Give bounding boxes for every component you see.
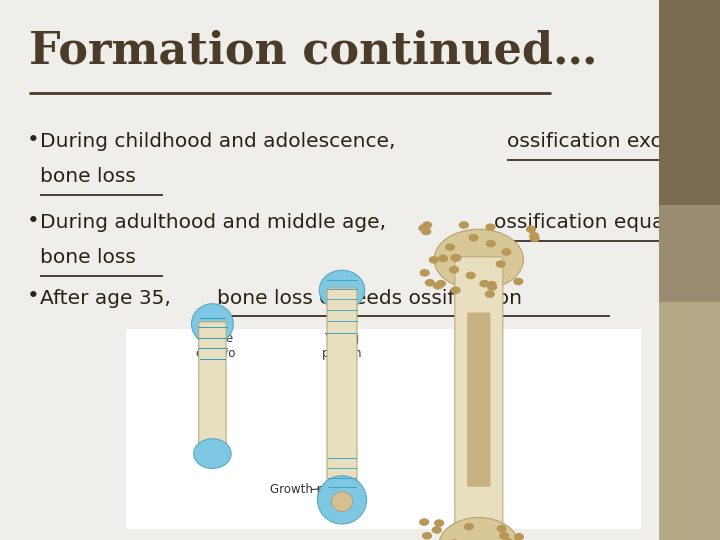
- Circle shape: [420, 269, 430, 276]
- Ellipse shape: [194, 438, 231, 468]
- Circle shape: [526, 226, 536, 233]
- Circle shape: [434, 519, 444, 527]
- Circle shape: [433, 282, 443, 289]
- FancyBboxPatch shape: [455, 257, 503, 530]
- Text: bone loss: bone loss: [40, 167, 135, 186]
- Ellipse shape: [331, 492, 353, 511]
- Circle shape: [418, 224, 428, 232]
- Text: In the
embyo: In the embyo: [196, 332, 236, 360]
- Text: Adult: Adult: [464, 332, 494, 345]
- Ellipse shape: [192, 303, 233, 345]
- Text: bone loss exceeds ossification: bone loss exceeds ossification: [217, 289, 522, 308]
- Circle shape: [513, 278, 523, 285]
- Circle shape: [449, 539, 459, 540]
- Circle shape: [464, 523, 474, 530]
- Text: •: •: [27, 286, 40, 306]
- FancyBboxPatch shape: [467, 313, 490, 487]
- Ellipse shape: [318, 476, 366, 524]
- Circle shape: [501, 248, 511, 256]
- Circle shape: [480, 280, 490, 287]
- Circle shape: [529, 232, 539, 240]
- Circle shape: [428, 256, 439, 264]
- Circle shape: [485, 224, 495, 231]
- Text: After age 35,: After age 35,: [40, 289, 177, 308]
- Circle shape: [514, 533, 524, 540]
- Circle shape: [485, 291, 495, 298]
- Circle shape: [419, 518, 429, 526]
- FancyBboxPatch shape: [199, 322, 226, 445]
- Text: ossification exceeds: ossification exceeds: [507, 132, 709, 151]
- Text: During childhood and adolescence,: During childhood and adolescence,: [40, 132, 402, 151]
- Ellipse shape: [438, 517, 519, 540]
- Circle shape: [438, 254, 448, 262]
- Bar: [126, 329, 641, 529]
- Ellipse shape: [434, 229, 523, 290]
- Circle shape: [449, 266, 459, 274]
- Circle shape: [486, 240, 496, 247]
- Circle shape: [487, 283, 498, 291]
- Circle shape: [436, 280, 446, 287]
- Text: •: •: [27, 130, 40, 150]
- Text: bone loss: bone loss: [40, 248, 135, 267]
- Circle shape: [469, 234, 479, 241]
- Circle shape: [422, 221, 432, 229]
- Circle shape: [466, 272, 476, 279]
- Circle shape: [445, 243, 455, 251]
- Text: During adulthood and middle age,: During adulthood and middle age,: [40, 213, 392, 232]
- Circle shape: [422, 532, 432, 539]
- Text: Growth plate: Growth plate: [270, 483, 347, 496]
- Text: •: •: [27, 211, 40, 231]
- Circle shape: [495, 260, 506, 268]
- Circle shape: [421, 228, 431, 235]
- Circle shape: [451, 254, 462, 262]
- Circle shape: [451, 254, 461, 261]
- Circle shape: [432, 526, 442, 534]
- Circle shape: [499, 532, 509, 539]
- Circle shape: [459, 221, 469, 229]
- Text: Formation continued…: Formation continued…: [29, 30, 598, 73]
- FancyBboxPatch shape: [327, 288, 357, 491]
- Circle shape: [425, 279, 435, 287]
- Text: Young
person: Young person: [322, 332, 362, 360]
- Circle shape: [497, 525, 507, 532]
- Circle shape: [529, 234, 540, 242]
- Circle shape: [451, 286, 461, 294]
- Circle shape: [503, 538, 513, 540]
- Text: ossification equals: ossification equals: [495, 213, 681, 232]
- Circle shape: [487, 281, 497, 288]
- Ellipse shape: [320, 270, 365, 310]
